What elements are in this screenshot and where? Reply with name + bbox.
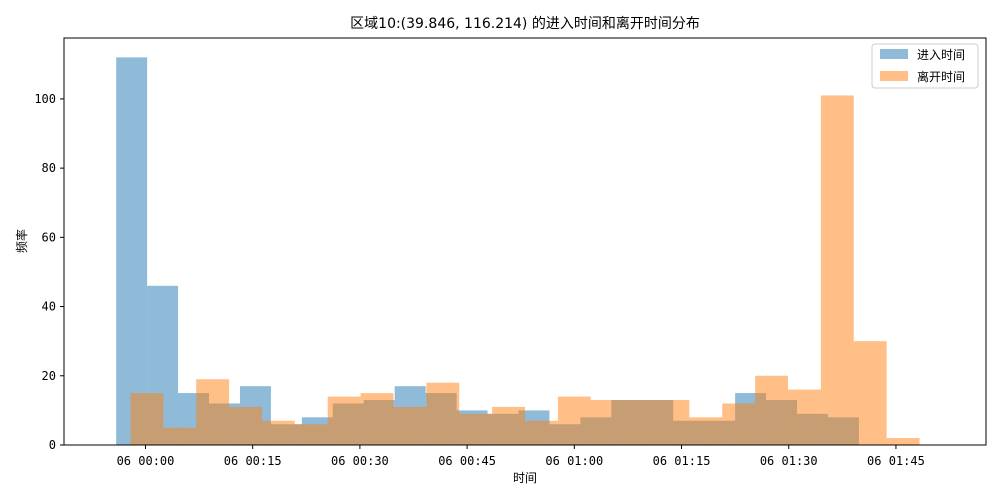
bar [294,424,328,445]
bar [116,57,148,445]
bar [426,382,460,445]
bar [820,95,854,445]
y-tick-label: 20 [42,369,56,383]
bar [492,406,525,445]
axes-layer [63,37,987,446]
bar [755,375,789,445]
bar [656,400,690,445]
x-tick-label: 06 01:45 [867,454,925,468]
x-tick-label: 06 01:30 [760,454,818,468]
bar [459,413,493,445]
y-tick-label: 100 [34,92,56,106]
bar [886,438,920,445]
y-tick-label: 60 [42,230,56,244]
y-tick-label: 40 [42,300,56,314]
bar [261,420,295,445]
y-tick-label: 80 [42,161,56,175]
legend-label-entering: 进入时间 [917,48,965,62]
x-tick-label: 06 00:45 [438,454,496,468]
bar [788,389,821,445]
x-axis-ticks: 06 00:00 06 00:15 06 00:30 06 00:45 06 01:00… [117,445,925,468]
bar [689,417,723,445]
y-axis-label: 频率 [14,229,29,253]
legend: 进入时间 离开时间 [871,43,979,89]
bar [163,427,197,445]
bar [623,400,657,445]
bar [360,393,394,445]
x-tick-label: 06 00:00 [117,454,175,468]
bar [525,420,558,445]
bar [130,393,164,445]
chart-title: 区域10:(39.846, 116.214) 的进入时间和离开时间分布 [350,15,700,32]
series-leaving [130,95,920,445]
y-tick-label: 0 [49,438,56,452]
x-tick-label: 06 01:15 [653,454,711,468]
legend-swatch-entering [880,49,908,59]
bar [196,379,230,445]
y-axis-ticks: 0 20 40 60 80 100 [34,92,64,452]
bar [393,406,427,445]
bar [557,396,591,445]
legend-label-leaving: 离开时间 [917,69,965,84]
plot-frame [63,37,987,446]
bar [853,341,887,445]
x-tick-label: 06 00:15 [224,454,282,468]
x-tick-label: 06 00:30 [331,454,389,468]
x-axis-label: 时间 [513,471,537,485]
x-tick-label: 06 01:00 [545,454,603,468]
bars-layer [116,57,920,445]
bar [590,400,624,445]
legend-swatch-leaving [880,71,908,81]
bar [327,396,361,445]
bar [229,406,262,445]
bar [722,403,756,445]
